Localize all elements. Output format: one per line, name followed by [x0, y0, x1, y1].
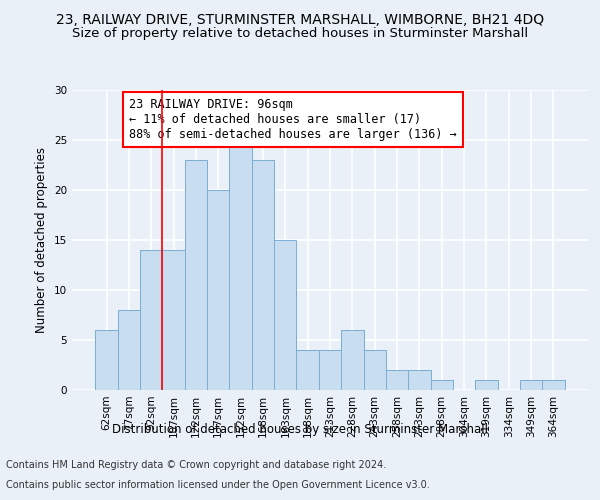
Bar: [274, 240, 296, 390]
Text: Distribution of detached houses by size in Sturminster Marshall: Distribution of detached houses by size …: [112, 422, 488, 436]
Bar: [341, 330, 364, 390]
Bar: [163, 250, 185, 390]
Text: 23, RAILWAY DRIVE, STURMINSTER MARSHALL, WIMBORNE, BH21 4DQ: 23, RAILWAY DRIVE, STURMINSTER MARSHALL,…: [56, 12, 544, 26]
Bar: [118, 310, 140, 390]
Bar: [542, 380, 565, 390]
Y-axis label: Number of detached properties: Number of detached properties: [35, 147, 49, 333]
Text: Contains public sector information licensed under the Open Government Licence v3: Contains public sector information licen…: [6, 480, 430, 490]
Bar: [475, 380, 497, 390]
Bar: [229, 140, 252, 390]
Text: Size of property relative to detached houses in Sturminster Marshall: Size of property relative to detached ho…: [72, 28, 528, 40]
Bar: [95, 330, 118, 390]
Text: 23 RAILWAY DRIVE: 96sqm
← 11% of detached houses are smaller (17)
88% of semi-de: 23 RAILWAY DRIVE: 96sqm ← 11% of detache…: [129, 98, 457, 141]
Text: Contains HM Land Registry data © Crown copyright and database right 2024.: Contains HM Land Registry data © Crown c…: [6, 460, 386, 470]
Bar: [408, 370, 431, 390]
Bar: [319, 350, 341, 390]
Bar: [140, 250, 163, 390]
Bar: [296, 350, 319, 390]
Bar: [185, 160, 207, 390]
Bar: [364, 350, 386, 390]
Bar: [386, 370, 408, 390]
Bar: [431, 380, 453, 390]
Bar: [520, 380, 542, 390]
Bar: [207, 190, 229, 390]
Bar: [252, 160, 274, 390]
